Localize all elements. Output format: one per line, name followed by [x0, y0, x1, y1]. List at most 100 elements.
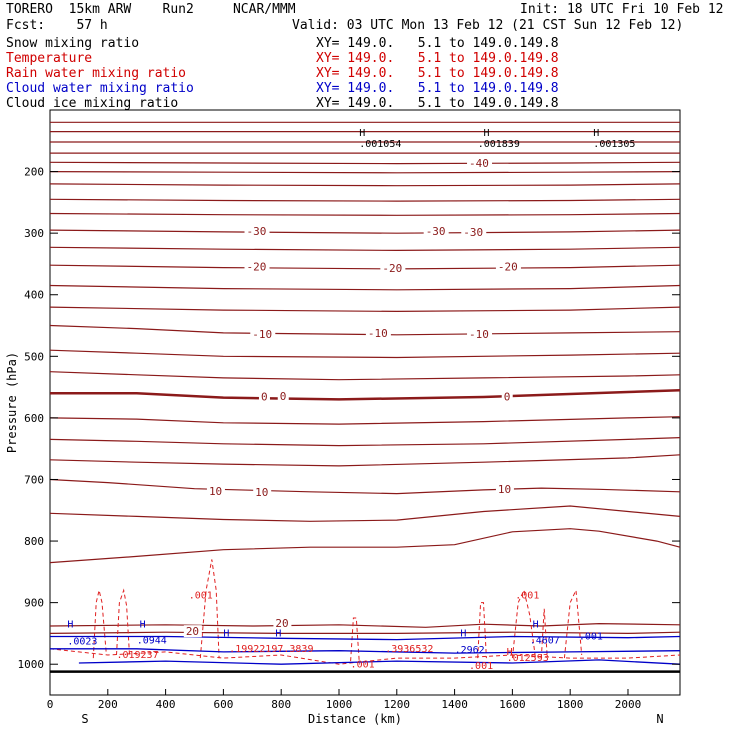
x-tick-label: 800 [271, 698, 291, 711]
legend-snow-label: Snow mixing ratio [6, 36, 140, 51]
temperature-contour [49, 349, 681, 359]
forecast-hour: Fcst: 57 h [6, 18, 108, 33]
rain-label: .19922197.3839 [229, 644, 313, 655]
maximum-marker: H [140, 619, 146, 630]
rain-contour [92, 590, 107, 659]
maximum-marker: H [593, 128, 599, 139]
temperature-label-bg [380, 261, 406, 274]
temperature-label: -30 [426, 225, 446, 238]
legend-temperature-xy: XY= 149.0. 5.1 to 149.0.149.8 [316, 51, 559, 66]
x-tick-label: 600 [213, 698, 233, 711]
temperature-label: 20 [186, 625, 199, 638]
rain-contour [116, 588, 130, 656]
temperature-label: 10 [209, 485, 222, 498]
temperature-contour [49, 264, 681, 270]
maximum-marker: H [507, 647, 513, 658]
plot-frame [49, 109, 681, 696]
rain-contour [563, 588, 583, 659]
x-tick-label: 200 [98, 698, 118, 711]
y-tick-label: 1000 [18, 658, 45, 671]
temperature-label-bg [423, 224, 449, 237]
rain-label: .001 [469, 661, 493, 672]
cloud-water-label: .0944 [137, 635, 167, 646]
rain-label: .019237 [116, 650, 158, 661]
legend-cloud-water-xy: XY= 149.0. 5.1 to 149.0.149.8 [316, 81, 559, 96]
temperature-label: 0 [504, 391, 511, 404]
maximum-marker: H [67, 619, 73, 630]
x-tick-label: 1800 [557, 698, 584, 711]
temperature-label-bg [467, 327, 493, 340]
temperature-contour [49, 212, 681, 216]
south-label: S [81, 712, 88, 726]
y-tick-label: 200 [24, 166, 44, 179]
temperature-label: 0 [280, 390, 287, 403]
temperature-label-bg [244, 260, 270, 273]
x-tick-label: 1000 [326, 698, 353, 711]
legend-cloud-ice-xy: XY= 149.0. 5.1 to 149.0.149.8 [316, 96, 559, 111]
temperature-label: 10 [255, 486, 268, 499]
maximum-marker: H [533, 619, 539, 630]
cloud-ice-label: .001839 [478, 139, 520, 150]
y-tick-label: 700 [24, 473, 44, 486]
legend-rain-xy: XY= 149.0. 5.1 to 149.0.149.8 [316, 66, 559, 81]
temperature-contour [49, 284, 681, 291]
cloud-water-label: .4607 [530, 635, 560, 646]
cloud-water-label: .2962 [455, 645, 485, 656]
cloud-water-contour [50, 635, 681, 641]
temperature-label-bg [467, 157, 493, 170]
temperature-label: 0 [261, 391, 268, 404]
legend-temperature-label: Temperature [6, 51, 93, 66]
rain-label: .001 [515, 590, 539, 601]
rain-contour [49, 648, 681, 665]
rain-contour [199, 559, 220, 659]
temperature-contour [49, 246, 681, 252]
temperature-label: -10 [368, 327, 388, 340]
temperature-label-bg [365, 327, 391, 340]
temperature-label: 20 [275, 617, 288, 630]
cloud-water-label: .001 [579, 632, 603, 643]
y-tick-label: 400 [24, 289, 44, 302]
temperature-contour [49, 171, 681, 174]
temperature-label-bg [206, 484, 225, 497]
temperature-contour [49, 183, 681, 187]
temperature-label: 10 [498, 483, 511, 496]
cloud-water-contour [50, 648, 681, 654]
maximum-marker: H [483, 128, 489, 139]
rain-contour [511, 588, 536, 659]
temperature-contour [49, 528, 681, 564]
temperature-label: -30 [463, 226, 483, 239]
temperature-label-bg [258, 390, 270, 403]
legend-cloud-ice-label: Cloud ice mixing ratio [6, 96, 179, 111]
temperature-contour [49, 371, 681, 381]
temperature-contour [49, 505, 681, 522]
x-tick-label: 1600 [499, 698, 526, 711]
rain-contour [477, 602, 487, 659]
temperature-label-bg [250, 327, 276, 340]
rain-label: .001 [351, 659, 375, 670]
temperature-contour [49, 161, 681, 165]
temperature-label-bg [501, 390, 513, 403]
temperature-label-bg [253, 486, 272, 499]
temperature-contour [49, 437, 681, 447]
north-label: N [656, 712, 663, 726]
maximum-marker: H [359, 128, 365, 139]
y-tick-label: 600 [24, 412, 44, 425]
model-title: TORERO 15km ARW Run2 NCAR/MMM [6, 2, 296, 17]
x-tick-label: 2000 [615, 698, 642, 711]
temperature-contour [50, 388, 681, 401]
temperature-label: -10 [469, 328, 489, 341]
temperature-label-bg [273, 617, 292, 630]
maximum-marker: H [275, 629, 281, 640]
x-axis-title: Distance (km) [308, 712, 402, 726]
temperature-label: -20 [247, 261, 267, 274]
temperature-label: -10 [252, 328, 272, 341]
y-tick-label: 800 [24, 535, 44, 548]
temperature-label-bg [277, 389, 289, 402]
temperature-contour [49, 198, 681, 202]
cloud-water-label: .0023 [67, 637, 97, 648]
init-time: Init: 18 UTC Fri 10 Feb 12 [520, 2, 724, 17]
x-tick-label: 0 [47, 698, 54, 711]
rain-label: .012593 [507, 653, 549, 664]
y-axis-title: Pressure (hPa) [5, 352, 19, 453]
